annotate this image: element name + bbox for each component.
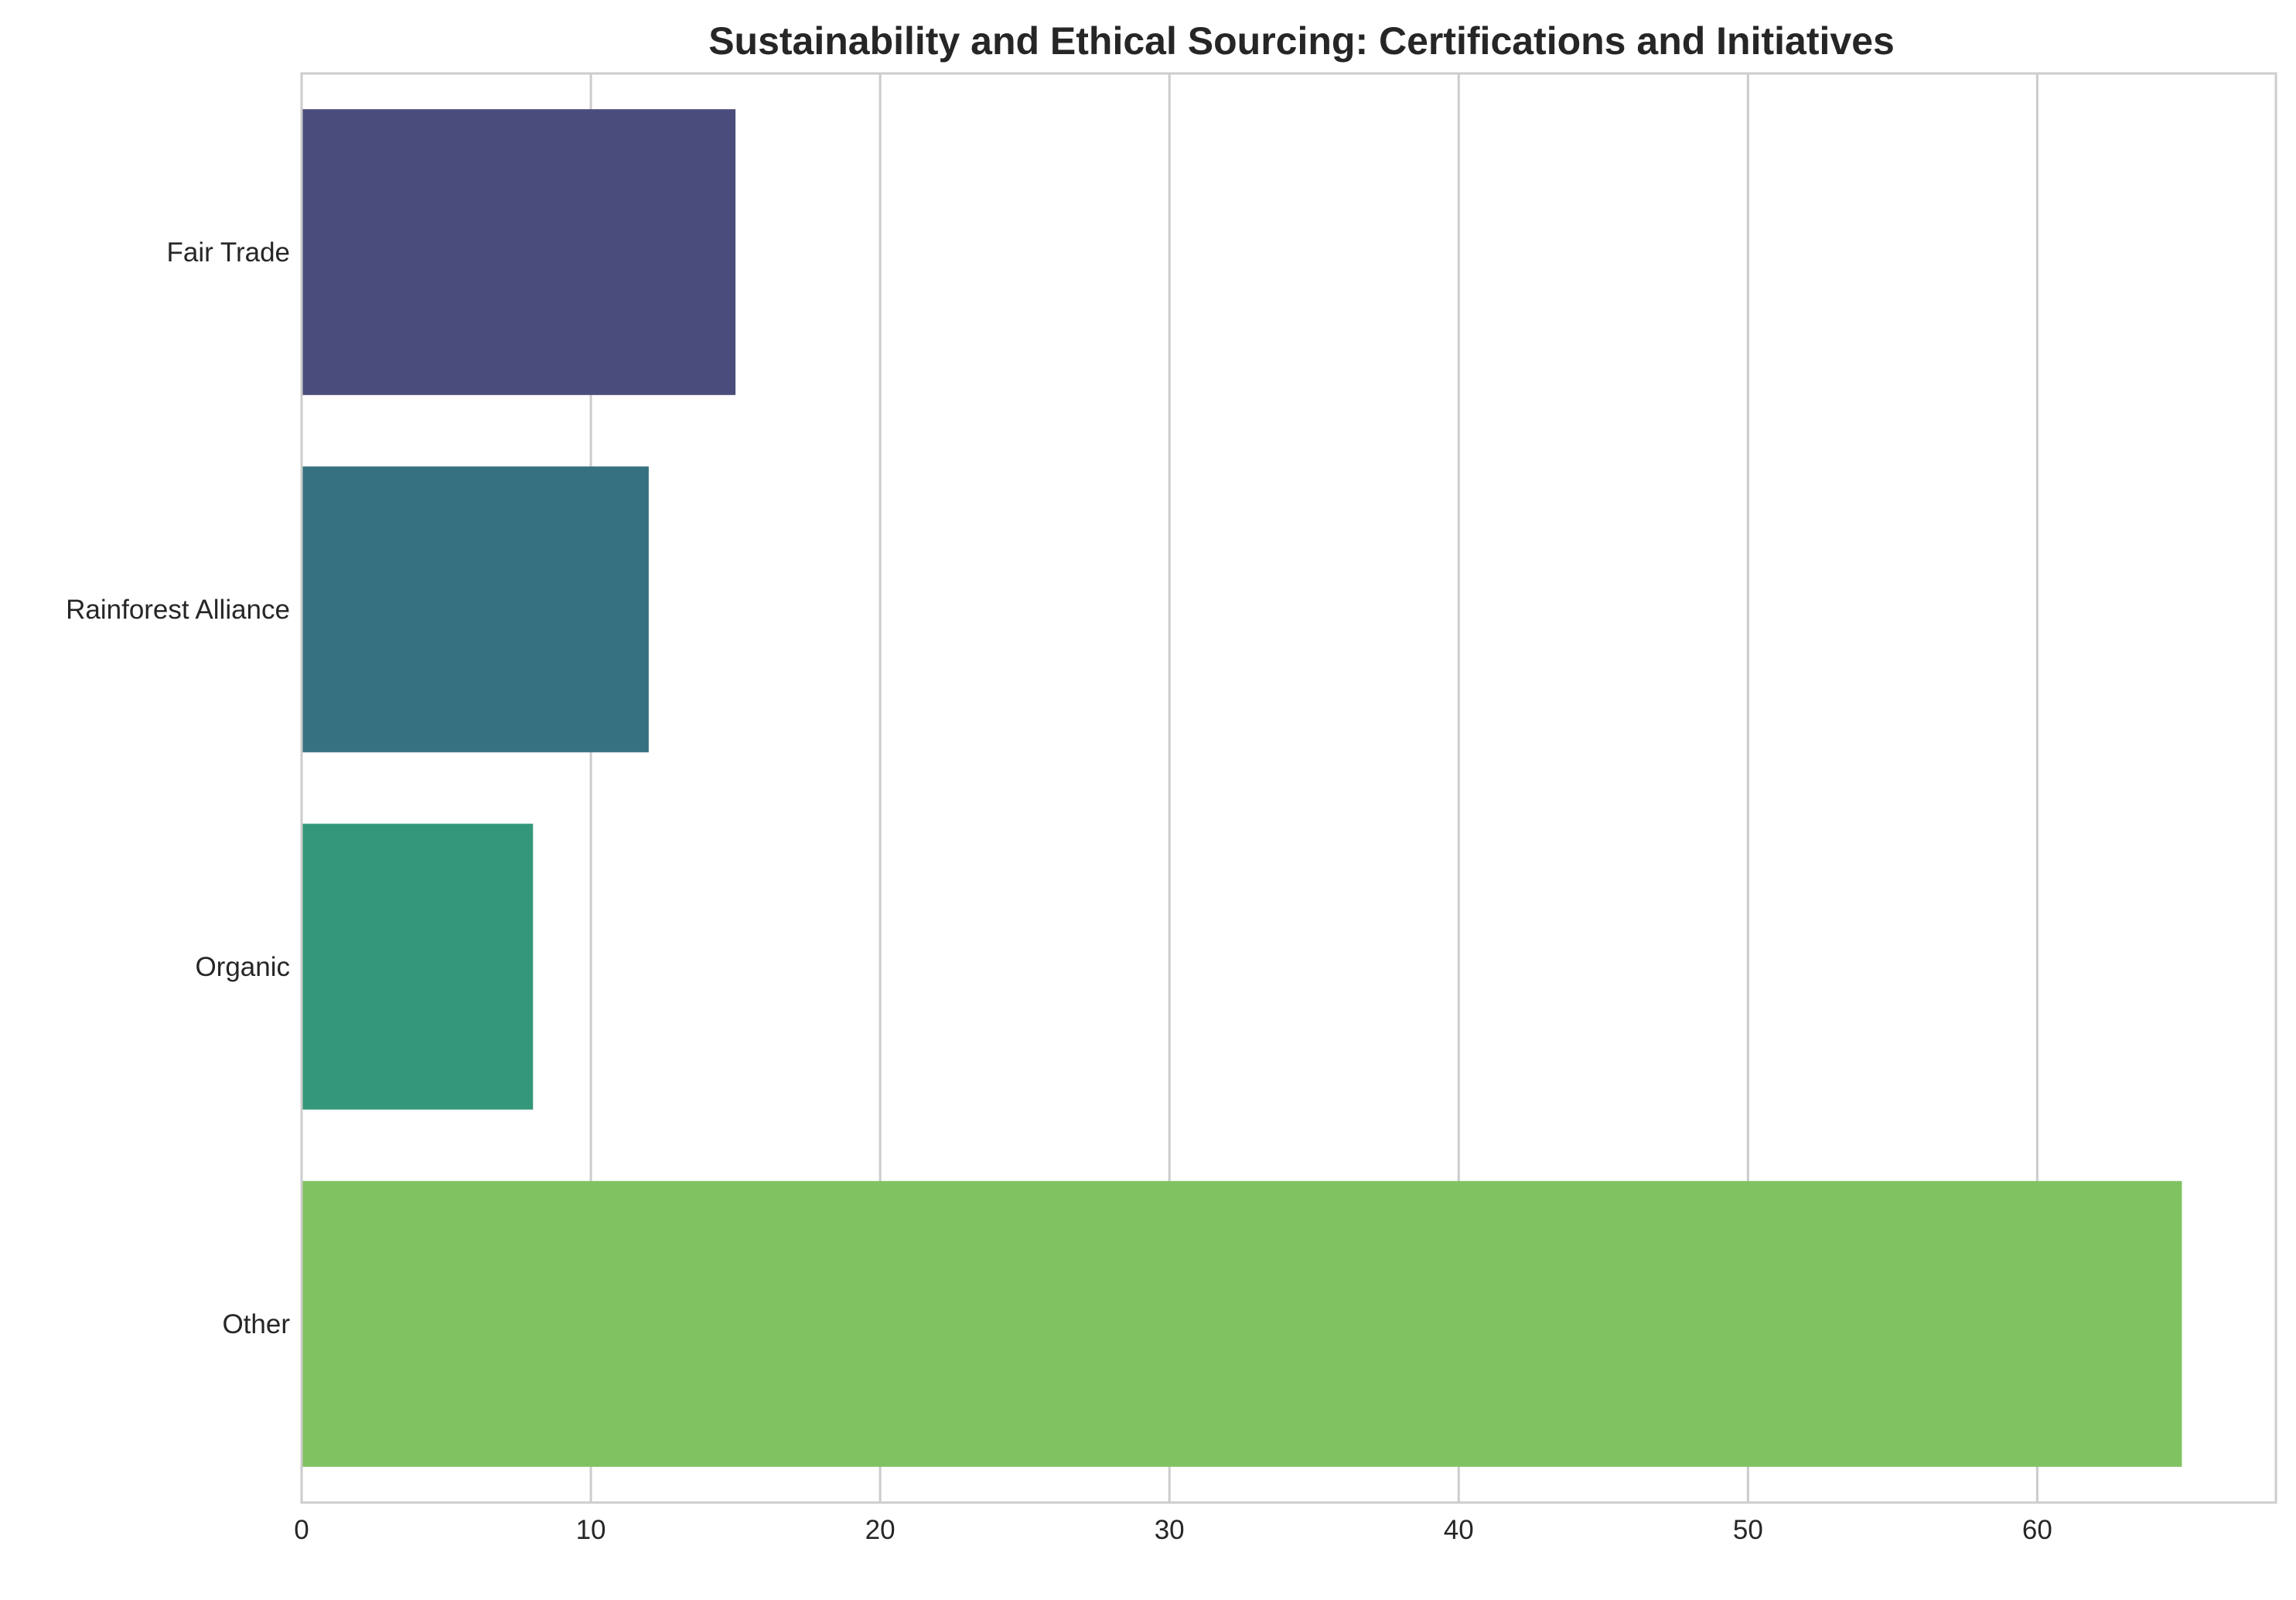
x-tick-label: 20	[865, 1515, 896, 1545]
chart-title: Sustainability and Ethical Sourcing: Cer…	[708, 19, 1895, 63]
y-tick-label: Other	[222, 1309, 290, 1339]
x-tick-label: 40	[1444, 1515, 1474, 1545]
x-tick-label: 0	[294, 1515, 309, 1545]
bar	[302, 466, 649, 752]
bar	[302, 109, 736, 395]
plot-frame	[300, 72, 2277, 1504]
y-tick-labels: Fair Trade Rainforest Alliance Organic Othe…	[66, 237, 290, 1339]
y-tick-label: Fair Trade	[167, 237, 291, 268]
y-tick-label: Organic	[195, 952, 290, 982]
x-tick-label: 30	[1155, 1515, 1185, 1545]
x-tick-label: 50	[1733, 1515, 1763, 1545]
x-tick-label: 10	[576, 1515, 606, 1545]
y-tick-label: Rainforest Alliance	[66, 595, 290, 625]
bar	[302, 1181, 2182, 1467]
x-tick-label: 60	[2022, 1515, 2052, 1545]
bars	[302, 109, 2182, 1467]
bar	[302, 824, 534, 1110]
x-tick-labels: 0 10 20 30 40 50 60	[294, 1515, 2052, 1545]
